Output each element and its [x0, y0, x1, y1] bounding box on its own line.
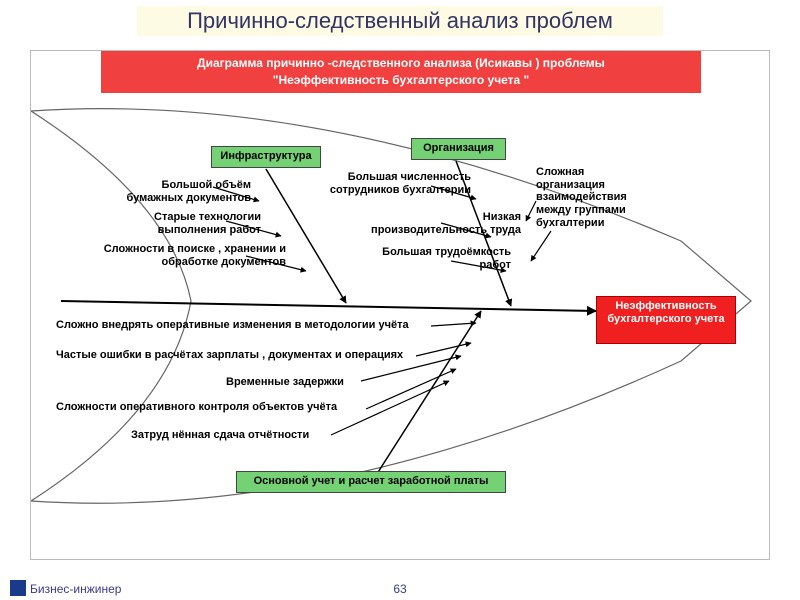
- brand-logo-icon: [10, 580, 26, 596]
- problem-box: Неэффективность бухгалтерского учета: [596, 296, 736, 344]
- category-organization: Организация: [411, 138, 506, 160]
- page-number: 63: [393, 582, 406, 596]
- category-accounting: Основной учет и расчет заработной платы: [236, 471, 506, 493]
- brand-text: Бизнес-инжинер: [30, 582, 121, 596]
- cause-c6: Большая трудоёмкостьработ: [341, 246, 511, 271]
- cause-c3: Сложности в поиске , хранении иобработке…: [51, 243, 286, 268]
- cause-c4: Большая численностьсотрудников бухгалтер…: [286, 171, 471, 196]
- cause-c9: Частые ошибки в расчётах зарплаты , доку…: [56, 349, 456, 362]
- diagram-container: Диаграмма причинно -следственного анализ…: [30, 50, 770, 560]
- cause-c7: Сложнаяорганизациявзаимодействиямежду гр…: [536, 166, 656, 229]
- title-text: Причинно-следственный анализ проблем: [137, 6, 663, 36]
- cause-c8: Сложно внедрять оперативные изменения в …: [56, 319, 476, 332]
- cause-c1: Большой объёмбумажных документов: [81, 179, 251, 204]
- page-title: Причинно-следственный анализ проблем: [0, 0, 800, 46]
- cause-c2: Старые технологиивыполнения работ: [101, 211, 261, 236]
- cause-c12: Затруд нённая сдача отчётности: [131, 429, 351, 442]
- cause-c10: Временные задержки: [226, 376, 376, 389]
- cause-c5: Низкаяпроизводительность труда: [321, 211, 521, 236]
- cause-c11: Сложности оперативного контроля объектов…: [56, 401, 386, 414]
- category-infrastructure: Инфраструктура: [211, 146, 321, 168]
